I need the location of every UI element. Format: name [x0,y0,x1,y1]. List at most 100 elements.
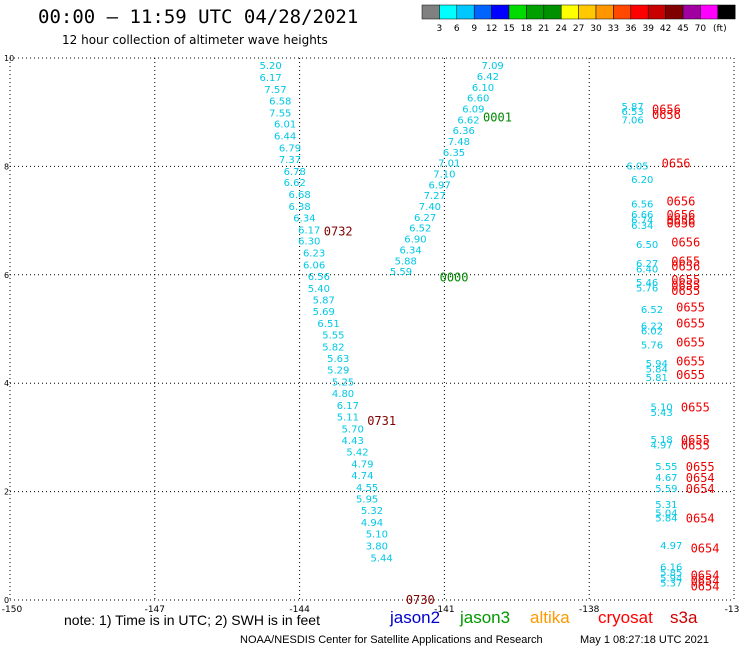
mission-label: altika [530,608,570,627]
wave-height-value: 5.81 [646,373,668,384]
pass-time-label: 0001 [483,111,512,125]
plot-marks: 5.206.177.576.587.556.016.446.797.376.78… [260,61,720,607]
wave-height-value: 3.80 [366,541,388,552]
color-scale-tick-label: 18 [521,24,533,34]
wave-height-value: 5.44 [371,553,393,564]
wave-height-value: 4.43 [342,436,364,447]
wave-height-value: 7.55 [269,108,291,119]
pass-time-label: 0656 [652,102,681,116]
pass-time-label: 0656 [666,195,695,209]
wave-height-value: 6.44 [274,132,296,143]
color-scale-tick-label: 39 [642,24,654,34]
color-swatch [613,4,632,20]
color-scale-tick-label: 36 [625,24,637,34]
wave-height-value: 5.20 [260,61,282,72]
wave-height-value: 5.76 [636,283,658,294]
wave-height-value: 6.52 [641,305,663,316]
wave-height-value: 6.22 [641,321,663,332]
color-swatch [543,4,562,20]
y-tick-label: 2 [4,488,9,497]
plot-grid: 0 2 4 6 8 10 -150 -147 -144 -141 -138 -13 [2,54,740,615]
color-scale-tick-label: 30 [590,24,602,34]
wave-height-value: 5.87 [622,102,644,113]
wave-height-value: 5.76 [641,340,663,351]
wave-height-value: 5.10 [366,529,388,540]
wave-height-value: 6.02 [641,327,663,338]
pass-time-label: 0656 [671,235,700,249]
wave-height-value: 5.32 [361,506,383,517]
wave-height-value: 5.55 [322,331,344,342]
wave-height-value: 6.30 [298,237,320,248]
wave-height-value: 5.29 [327,366,349,377]
color-swatch [473,4,492,20]
wave-height-value: 6.58 [269,96,291,107]
wave-height-value: 5.94 [646,359,668,370]
y-tick-label: 10 [4,54,14,63]
mission-label: jason3 [460,608,511,627]
wave-height-value: 7.01 [438,159,460,170]
color-scale-tick-label: 12 [486,24,497,34]
wave-height-value: 6.56 [631,199,653,210]
color-scale-tick-label: 42 [660,24,671,34]
color-swatch [578,4,597,20]
pass-time-label: 0655 [676,355,705,369]
wave-height-value: 6.78 [284,167,306,178]
wave-height-value: 4.97 [660,541,682,552]
wave-height-value: 5.42 [346,448,368,459]
wave-height-value: 5.43 [650,408,672,419]
wave-height-value: 6.17 [260,73,282,84]
pass-time-label: 0655 [681,433,710,447]
color-scale-tick-label: 15 [503,24,514,34]
color-scale-tick-label: 21 [538,24,549,34]
wave-height-value: 6.56 [308,272,330,283]
wave-height-value: 6.66 [631,210,653,221]
wave-height-value: 5.46 [636,278,658,289]
wave-height-value: 6.51 [317,319,339,330]
wave-height-value: 4.67 [655,473,677,484]
pass-time-label: 0655 [671,254,700,268]
wave-height-value: 6.35 [443,148,465,159]
pass-time-label: 0655 [676,317,705,331]
chart-subtitle: 12 hour collection of altimeter wave hei… [62,33,328,47]
wave-height-value: 5.40 [308,284,330,295]
pass-time-label: 0655 [671,279,700,293]
wave-height-value: 5.10 [650,403,672,414]
color-scale-tick-label: 24 [555,24,567,34]
color-swatch [439,4,458,20]
pass-time-label: 0654 [691,542,720,556]
chart-title: 00:00 – 11:59 UTC 04/28/2021 [38,6,359,28]
wave-height-value: 6.17 [298,225,320,236]
wave-height-value: 6.09 [462,104,484,115]
wave-height-value: 6.52 [409,224,431,235]
wave-height-value: 6.34 [293,213,315,224]
wave-height-value: 5.88 [395,256,417,267]
pass-time-label: 0000 [440,271,469,285]
pass-time-label: 0655 [676,336,705,350]
wave-height-value: 5.69 [313,307,335,318]
wave-height-value: 6.20 [631,175,653,186]
color-swatch [700,4,719,20]
wave-height-value: 6.42 [477,72,499,83]
y-tick-label: 8 [4,162,9,171]
wave-height-value: 4.97 [650,441,672,452]
wave-height-value: 6.10 [472,83,494,94]
timestamp: May 1 08:27:18 UTC 2021 [580,634,710,646]
wave-height-value: 5.70 [342,424,364,435]
color-swatch [491,4,510,20]
wave-height-value: 5.82 [322,342,344,353]
color-scale-unit: (ft) [713,24,727,34]
wave-height-value: 7.37 [279,155,301,166]
pass-time-label: 0656 [666,214,695,228]
y-tick-label: 0 [4,596,9,605]
wave-height-value: 5.63 [327,354,349,365]
pass-time-label: 0654 [686,482,715,496]
color-swatch [560,4,579,20]
wave-height-value: 6.34 [631,221,653,232]
mission-label: jason2 [390,608,441,627]
wave-height-value: 5.11 [337,412,359,423]
wave-height-value: 6.05 [626,161,648,172]
credit-line: NOAA/NESDIS Center for Satellite Applica… [240,634,543,646]
wave-height-value: 6.40 [636,264,658,275]
color-swatch [456,4,475,20]
